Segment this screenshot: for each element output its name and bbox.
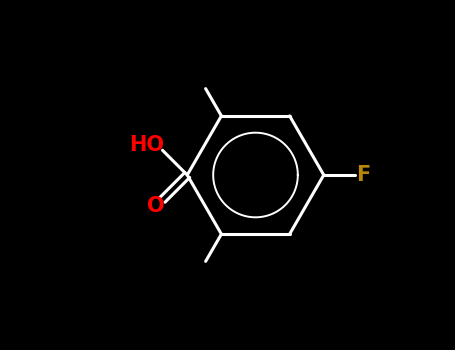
Text: O: O [147,196,165,216]
Text: HO: HO [129,135,164,155]
Text: F: F [356,165,370,185]
